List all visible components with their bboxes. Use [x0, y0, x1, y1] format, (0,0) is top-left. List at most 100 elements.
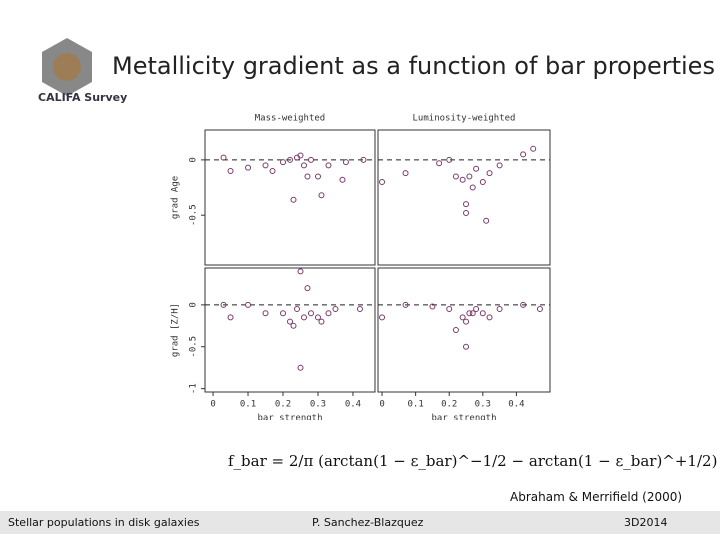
point	[486, 170, 493, 177]
y-tick-label: -0.5	[189, 204, 199, 226]
logo-galaxy	[53, 53, 81, 81]
point	[325, 162, 332, 169]
point	[304, 285, 311, 292]
point	[446, 156, 453, 163]
point	[307, 156, 314, 163]
point	[459, 314, 466, 321]
point	[466, 310, 473, 317]
point	[473, 165, 480, 172]
point	[262, 162, 269, 169]
point	[402, 170, 409, 177]
point	[245, 301, 252, 308]
point	[314, 173, 321, 180]
point	[530, 145, 537, 152]
y-tick-label: 0	[189, 157, 199, 162]
panel-title: Luminosity-weighted	[413, 114, 516, 124]
x-tick-label: 0.1	[240, 400, 256, 410]
point	[342, 159, 349, 166]
point	[287, 318, 293, 325]
logo	[42, 38, 92, 96]
point	[287, 156, 293, 163]
x-tick-label: 0	[210, 400, 215, 410]
point	[463, 318, 470, 325]
point	[379, 314, 386, 321]
point	[520, 301, 527, 308]
point	[452, 327, 459, 333]
point	[463, 209, 470, 216]
x-tick-label: 0	[379, 400, 384, 410]
point	[379, 179, 386, 186]
x-tick-label: 0.2	[275, 400, 291, 410]
panel-title: Mass-weighted	[255, 114, 325, 124]
point	[300, 314, 307, 321]
point	[360, 156, 367, 163]
point	[483, 217, 490, 224]
x-tick-label: 0.3	[475, 400, 491, 410]
point	[473, 306, 480, 313]
point	[297, 268, 304, 275]
point	[402, 301, 409, 308]
point	[520, 151, 527, 158]
x-tick-label: 0.3	[310, 400, 326, 410]
point	[293, 306, 300, 313]
formula: f_bar = 2/π (arctan(1 − ε_bar)^−1/2 − ar…	[228, 452, 718, 470]
point	[269, 167, 276, 174]
x-axis-label: bar strength	[257, 414, 322, 421]
point	[446, 306, 453, 313]
point	[220, 301, 227, 308]
point	[479, 310, 486, 317]
point	[536, 306, 543, 313]
point	[290, 196, 297, 203]
y-axis-label: grad Age	[171, 176, 181, 219]
x-tick-label: 0.4	[508, 400, 524, 410]
slide-title: Metallicity gradient as a function of ba…	[112, 52, 715, 80]
point	[466, 173, 473, 180]
x-tick-label: 0.1	[407, 400, 423, 410]
point	[307, 310, 314, 317]
point	[429, 303, 436, 310]
point	[469, 310, 476, 317]
footer: Stellar populations in disk galaxies P. …	[0, 511, 720, 534]
point	[297, 152, 304, 159]
point	[280, 159, 287, 166]
citation: Abraham & Merrifield (2000)	[510, 490, 683, 504]
panel-frame	[204, 267, 376, 393]
panel-frame	[377, 129, 551, 266]
x-tick-label: 0.4	[345, 400, 361, 410]
point	[356, 306, 363, 313]
point	[486, 314, 493, 321]
point	[452, 173, 459, 180]
point	[318, 192, 325, 199]
x-axis-label: bar strength	[431, 414, 496, 421]
x-tick-label: 0.2	[441, 400, 457, 410]
point	[290, 322, 297, 329]
point	[227, 167, 234, 174]
point	[300, 162, 307, 169]
panel-frame	[204, 129, 376, 266]
point	[496, 306, 503, 313]
logo-text: CALIFA Survey	[38, 91, 128, 104]
point	[220, 154, 227, 161]
footer-right: 3D2014	[624, 516, 668, 529]
point	[318, 318, 325, 325]
point	[339, 176, 346, 183]
point	[496, 162, 503, 169]
point	[297, 364, 304, 371]
point	[262, 310, 269, 317]
point	[280, 310, 287, 317]
point	[463, 343, 470, 350]
footer-left: Stellar populations in disk galaxies	[8, 516, 200, 529]
y-tick-label: -1	[189, 383, 199, 394]
point	[459, 176, 466, 183]
footer-center: P. Sanchez-Blazquez	[312, 516, 424, 529]
y-tick-label: 0	[189, 302, 199, 307]
chart: Mass-weighted grad Age 0 -0.5 Luminosity-wei…	[171, 114, 551, 421]
point	[245, 164, 252, 171]
point	[227, 314, 234, 321]
point	[463, 201, 470, 208]
point	[332, 306, 339, 313]
point	[314, 314, 321, 321]
y-tick-label: -0.5	[189, 336, 199, 358]
point	[479, 179, 486, 186]
